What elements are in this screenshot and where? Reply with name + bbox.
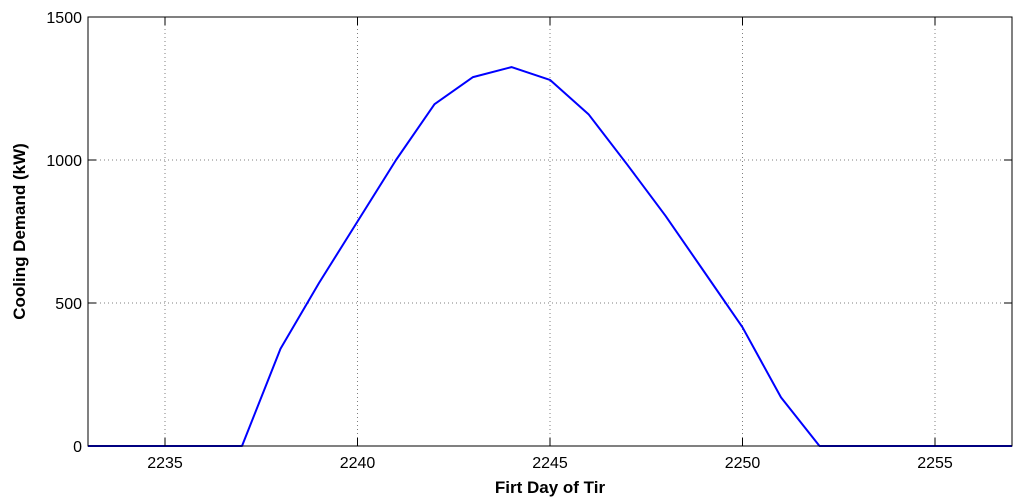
y-axis-label: Cooling Demand (kW) xyxy=(10,143,29,320)
axes xyxy=(87,16,1013,447)
x-tick-label: 2240 xyxy=(340,455,376,472)
y-tick-label: 1000 xyxy=(46,153,82,170)
x-axis-label: Firt Day of Tir xyxy=(495,478,606,497)
grid-lines xyxy=(88,16,1012,447)
x-tick-label: 2245 xyxy=(532,455,568,472)
y-tick-label: 500 xyxy=(55,296,82,313)
tick-labels: 2235 2240 2245 2250 2255 0 500 1000 1500 xyxy=(46,10,952,472)
y-tick-label: 1500 xyxy=(46,10,82,27)
x-tick-label: 2235 xyxy=(147,455,183,472)
y-tick-label: 0 xyxy=(73,439,82,456)
x-tick-label: 2250 xyxy=(725,455,761,472)
x-tick-label: 2255 xyxy=(917,455,953,472)
